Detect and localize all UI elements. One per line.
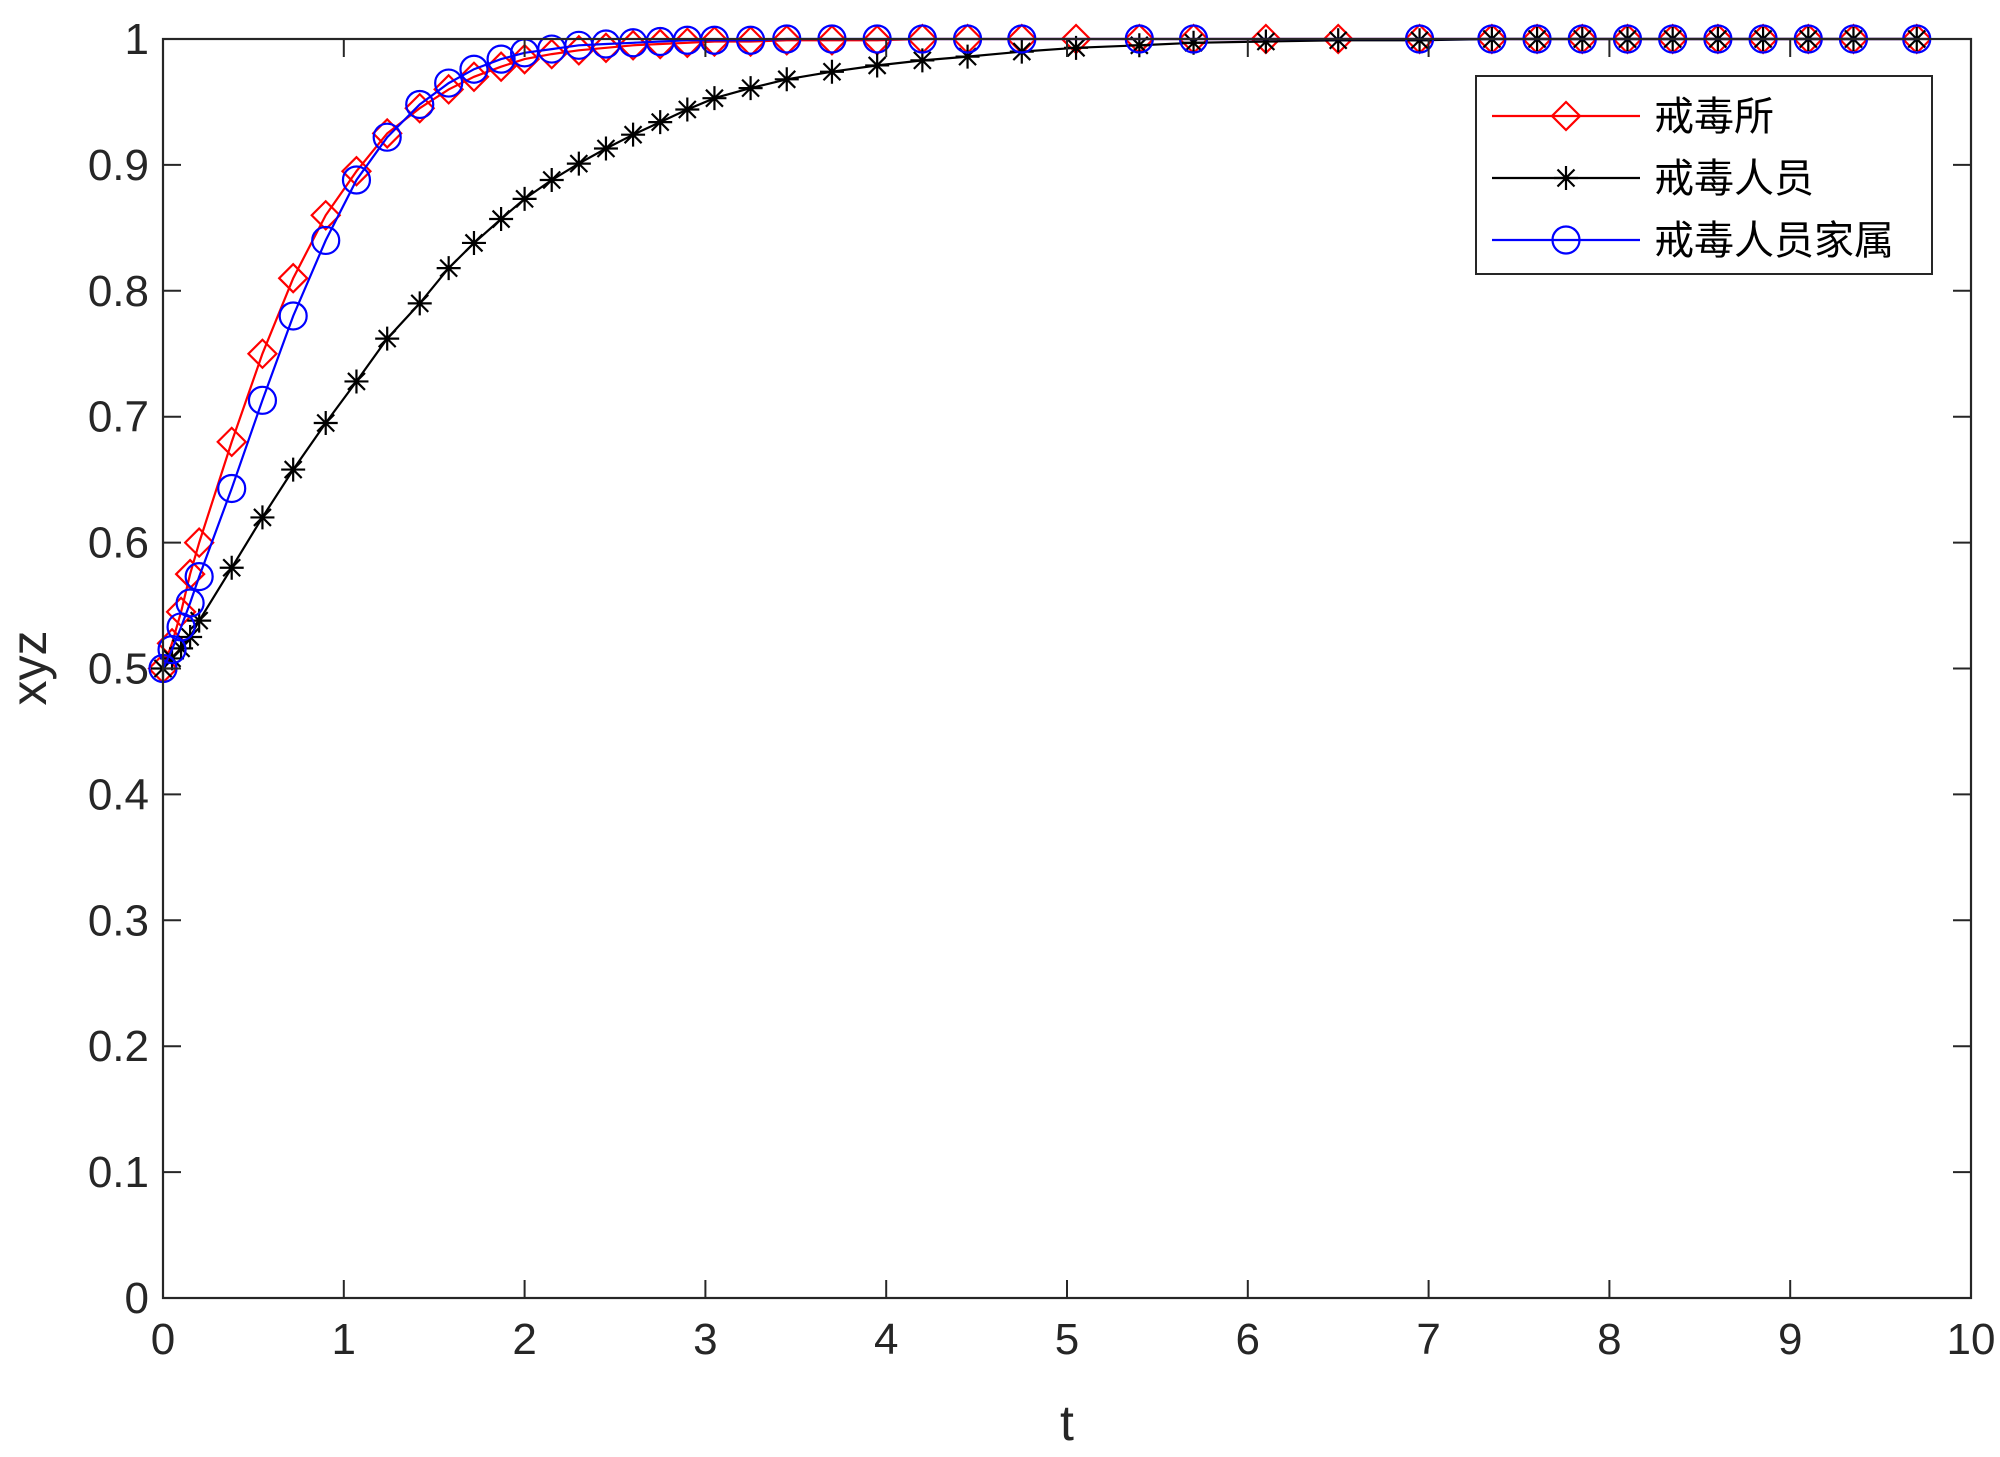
x-tick-label: 8 (1597, 1315, 1621, 1364)
x-axis-label: t (1060, 1395, 1074, 1451)
x-tick-label: 1 (332, 1315, 356, 1364)
y-tick-label: 0.6 (88, 519, 149, 568)
data-point-asterisk (461, 230, 486, 255)
data-point-diamond (277, 262, 309, 294)
data-point-asterisk (436, 256, 461, 281)
data-point-asterisk (407, 291, 432, 316)
data-point-diamond (1322, 23, 1354, 55)
data-point-circle (459, 54, 489, 84)
data-point-asterisk (169, 636, 194, 661)
data-point-asterisk (648, 110, 673, 135)
y-tick-label: 0.7 (88, 393, 149, 442)
data-point-circle (278, 301, 308, 331)
data-point-diamond (174, 558, 206, 590)
legend-entry: 戒毒所 (1492, 94, 1774, 140)
x-tick-label: 2 (512, 1315, 536, 1364)
y-tick-label: 0.3 (88, 896, 149, 945)
data-point-asterisk (250, 505, 275, 530)
data-point-circle (434, 68, 464, 98)
x-tick-label: 10 (1947, 1315, 1996, 1364)
data-point-asterisk (865, 53, 890, 78)
y-tick-label: 0.1 (88, 1148, 149, 1197)
x-tick-label: 6 (1236, 1315, 1260, 1364)
data-point-circle (735, 25, 766, 55)
data-point-asterisk (593, 136, 618, 161)
data-point-diamond (771, 24, 803, 56)
data-point-asterisk (313, 410, 338, 435)
data-point-diamond (404, 92, 436, 124)
y-tick-label: 1 (125, 15, 149, 64)
data-point-asterisk (1407, 28, 1432, 53)
data-point-diamond (183, 527, 215, 559)
data-point-diamond (246, 338, 278, 370)
x-tick-label: 4 (874, 1315, 898, 1364)
x-tick-label: 7 (1416, 1315, 1440, 1364)
data-point-asterisk (375, 326, 400, 351)
data-point-asterisk (566, 151, 591, 176)
data-point-diamond (698, 25, 730, 58)
ticks-layer: 0 1 2 3 4 5 6 7 8 9 10 0 0.1 0.2 0.3 0.4 0.5 0.6 0.7 0.8 0.9… (88, 15, 1996, 1364)
y-tick-label: 0.5 (88, 645, 149, 694)
data-point-asterisk (187, 608, 212, 633)
data-point-circle (184, 561, 214, 592)
data-point-diamond (310, 199, 342, 231)
y-tick-label: 0 (125, 1274, 149, 1323)
data-point-asterisk (955, 44, 980, 69)
legend-label: 戒毒人员 (1654, 156, 1814, 202)
data-point-circle (405, 89, 435, 120)
data-point-asterisk (344, 369, 369, 394)
data-point-asterisk (738, 76, 763, 101)
data-point-circle (311, 225, 341, 256)
legend-swatch-marker (1550, 100, 1582, 132)
data-point-asterisk (281, 457, 306, 482)
x-tick-label: 5 (1055, 1315, 1079, 1364)
legend-swatch-marker (1551, 225, 1581, 255)
data-point-asterisk (489, 207, 514, 232)
data-point-circle (175, 588, 205, 618)
data-point-asterisk (1127, 33, 1152, 58)
data-point-circle (341, 165, 372, 195)
data-point-circle (486, 44, 516, 74)
data-point-circle (247, 385, 278, 415)
data-point-asterisk (1253, 29, 1278, 54)
data-point-circle (217, 473, 247, 504)
data-point-asterisk (675, 97, 700, 122)
data-point-diamond (216, 426, 248, 458)
data-point-asterisk (819, 59, 844, 84)
data-point-asterisk (702, 86, 727, 111)
data-point-circle (699, 25, 730, 55)
y-tick-label: 0.9 (88, 141, 149, 190)
legend-entry: 戒毒人员家属 (1492, 218, 1894, 264)
x-tick-label: 9 (1778, 1315, 1802, 1364)
data-point-asterisk (1326, 28, 1351, 53)
data-point-diamond (735, 25, 767, 58)
data-point-asterisk (774, 67, 799, 92)
y-tick-label: 0.8 (88, 267, 149, 316)
data-point-asterisk (621, 122, 646, 147)
legend-swatch-marker (1554, 166, 1578, 190)
data-point-diamond (617, 29, 649, 61)
y-axis-label: xyz (1, 631, 57, 706)
data-point-diamond (433, 73, 465, 105)
data-point-asterisk (219, 555, 244, 580)
legend-label: 戒毒人员家属 (1654, 218, 1894, 264)
data-point-asterisk (910, 48, 935, 73)
data-point-circle (372, 122, 402, 152)
legend-entry: 戒毒人员 (1492, 156, 1814, 202)
data-point-asterisk (512, 186, 537, 211)
y-tick-label: 0.4 (88, 770, 149, 819)
x-tick-label: 3 (693, 1315, 717, 1364)
data-point-diamond (816, 24, 848, 56)
legend-label: 戒毒所 (1654, 94, 1774, 140)
data-point-asterisk (539, 168, 564, 193)
data-point-diamond (458, 61, 490, 93)
data-point-asterisk (1064, 35, 1089, 60)
data-point-asterisk (1181, 30, 1206, 55)
x-tick-label: 0 (151, 1315, 175, 1364)
y-tick-label: 0.2 (88, 1022, 149, 1071)
